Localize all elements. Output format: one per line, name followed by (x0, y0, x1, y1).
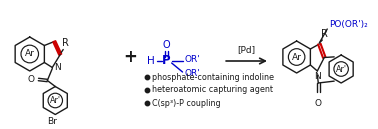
Text: O: O (28, 75, 34, 84)
Text: P: P (163, 54, 171, 67)
Text: Ar': Ar' (336, 64, 347, 74)
Text: [Pd]: [Pd] (237, 45, 256, 54)
Text: Ar': Ar' (50, 96, 61, 105)
Text: Br: Br (47, 116, 57, 126)
Text: R: R (321, 29, 328, 39)
Text: OR': OR' (184, 70, 200, 79)
Text: R: R (62, 38, 69, 49)
Text: OR': OR' (184, 55, 200, 64)
Text: phosphate-containing indoline: phosphate-containing indoline (152, 72, 274, 82)
Text: N: N (54, 63, 61, 72)
Text: heteroatomic capturing agent: heteroatomic capturing agent (152, 86, 273, 95)
Text: O: O (163, 40, 170, 50)
Text: C(sp³)-P coupling: C(sp³)-P coupling (152, 99, 220, 107)
Text: Ar: Ar (292, 53, 302, 62)
Text: Ar: Ar (25, 50, 35, 58)
Text: O: O (315, 99, 322, 108)
Text: +: + (123, 48, 137, 66)
Text: H: H (147, 56, 155, 66)
Text: PO(OR')₂: PO(OR')₂ (329, 19, 368, 29)
Text: N: N (314, 72, 321, 81)
